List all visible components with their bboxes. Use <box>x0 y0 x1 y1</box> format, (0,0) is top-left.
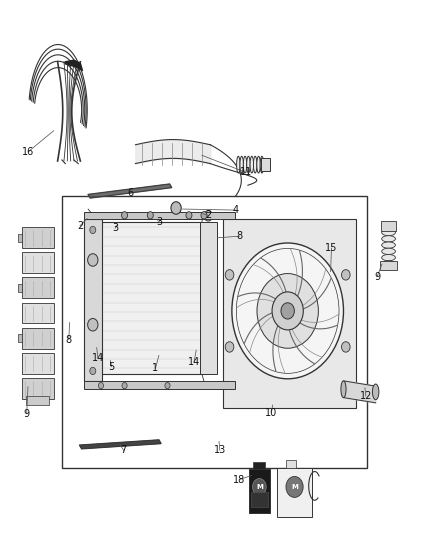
Text: 3: 3 <box>112 223 118 233</box>
Bar <box>99 222 202 374</box>
Bar <box>21 378 54 399</box>
Text: 10: 10 <box>265 408 278 418</box>
Bar <box>261 158 270 172</box>
Ellipse shape <box>244 156 247 173</box>
Text: 2: 2 <box>77 221 83 231</box>
Circle shape <box>252 479 266 495</box>
Circle shape <box>90 227 96 233</box>
Polygon shape <box>88 184 172 198</box>
Circle shape <box>342 342 350 352</box>
Text: 1: 1 <box>152 364 159 373</box>
Text: 14: 14 <box>92 353 104 363</box>
Ellipse shape <box>240 156 244 173</box>
Ellipse shape <box>381 229 396 236</box>
Circle shape <box>232 243 343 379</box>
Circle shape <box>342 270 350 280</box>
Bar <box>84 212 235 220</box>
Ellipse shape <box>254 156 257 173</box>
Text: 14: 14 <box>188 357 200 367</box>
Bar <box>223 220 357 408</box>
Text: 8: 8 <box>237 231 243 241</box>
Bar <box>277 467 312 517</box>
Circle shape <box>225 342 234 352</box>
Circle shape <box>99 383 103 389</box>
Text: 9: 9 <box>24 409 30 419</box>
Text: 6: 6 <box>127 188 134 198</box>
Text: 16: 16 <box>22 147 35 157</box>
Bar <box>18 284 22 292</box>
Bar <box>62 196 367 467</box>
Circle shape <box>201 212 207 219</box>
Text: 2: 2 <box>205 211 212 220</box>
Bar <box>21 278 54 298</box>
Circle shape <box>88 319 98 331</box>
Text: 18: 18 <box>233 474 245 484</box>
Ellipse shape <box>381 254 396 261</box>
Circle shape <box>165 383 170 389</box>
Circle shape <box>286 477 303 497</box>
Text: M: M <box>291 484 298 490</box>
Bar <box>21 353 54 374</box>
Text: 4: 4 <box>232 205 238 215</box>
Text: 7: 7 <box>120 446 127 455</box>
Ellipse shape <box>381 236 396 242</box>
Ellipse shape <box>381 261 396 267</box>
Bar <box>173 205 180 211</box>
Bar <box>18 334 22 342</box>
Bar <box>251 492 268 507</box>
Bar <box>21 328 54 349</box>
Circle shape <box>122 383 127 389</box>
Bar <box>286 460 296 467</box>
Circle shape <box>171 201 181 214</box>
Polygon shape <box>79 440 161 449</box>
Bar <box>18 233 22 242</box>
Circle shape <box>281 303 294 319</box>
Bar <box>203 214 213 220</box>
Circle shape <box>147 212 153 219</box>
Ellipse shape <box>257 156 260 173</box>
Circle shape <box>281 303 294 319</box>
Ellipse shape <box>381 242 396 248</box>
Ellipse shape <box>247 156 250 173</box>
Polygon shape <box>65 60 82 71</box>
Circle shape <box>186 212 192 219</box>
Bar <box>21 303 54 324</box>
Circle shape <box>257 273 318 348</box>
Bar <box>200 222 217 374</box>
Ellipse shape <box>341 381 346 398</box>
Text: M: M <box>256 484 263 490</box>
Ellipse shape <box>260 156 264 173</box>
Ellipse shape <box>237 156 240 173</box>
Ellipse shape <box>250 156 254 173</box>
Ellipse shape <box>372 384 379 400</box>
Bar <box>249 469 270 513</box>
Bar <box>380 261 397 270</box>
Bar <box>253 463 265 469</box>
Bar <box>84 220 102 382</box>
Bar <box>26 396 49 406</box>
Text: 12: 12 <box>360 391 372 401</box>
Text: 8: 8 <box>66 335 72 345</box>
Circle shape <box>122 212 127 219</box>
Bar <box>21 253 54 273</box>
Circle shape <box>88 254 98 266</box>
Text: 15: 15 <box>325 243 338 253</box>
Circle shape <box>90 367 96 375</box>
Text: 13: 13 <box>214 446 226 455</box>
Circle shape <box>225 270 234 280</box>
Ellipse shape <box>381 248 396 254</box>
Circle shape <box>272 292 303 330</box>
Bar <box>21 228 54 248</box>
Text: 3: 3 <box>157 217 163 227</box>
Bar <box>84 382 235 389</box>
Bar <box>381 221 396 231</box>
Polygon shape <box>343 381 376 403</box>
Text: 9: 9 <box>374 272 380 282</box>
Circle shape <box>204 211 212 221</box>
Text: 5: 5 <box>109 362 115 372</box>
Text: 11: 11 <box>240 167 252 177</box>
